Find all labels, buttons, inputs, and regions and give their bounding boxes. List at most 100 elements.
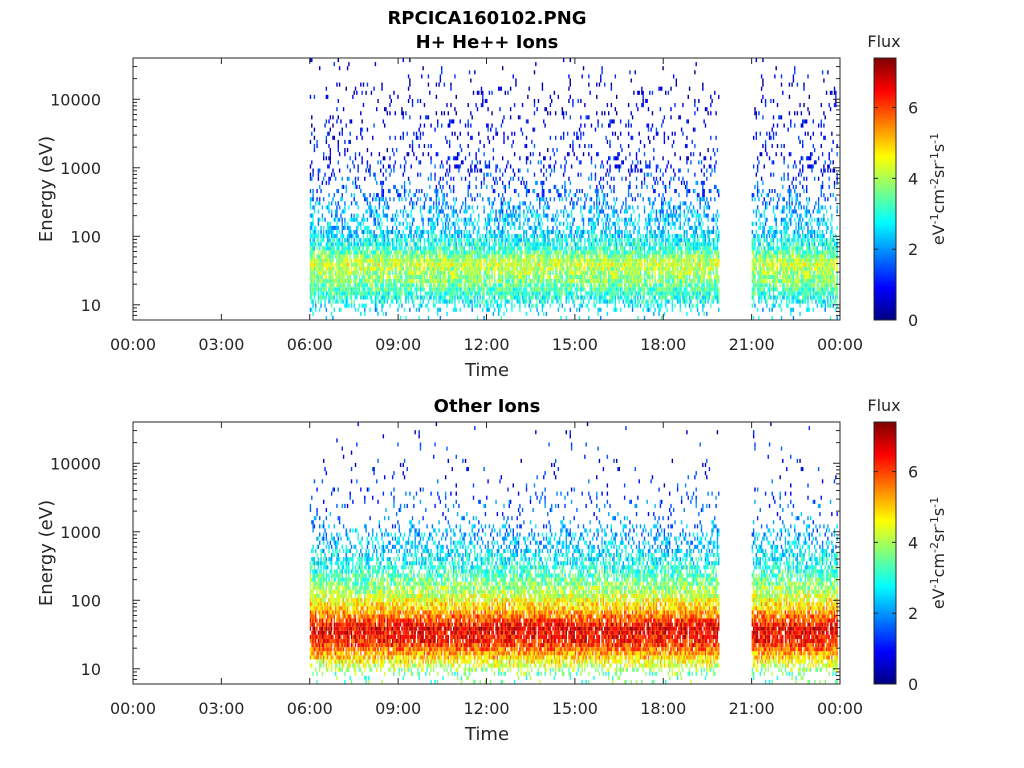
spectrogram-cell [608, 221, 610, 226]
spectrogram-cell [450, 258, 452, 263]
spectrogram-cell [459, 283, 461, 288]
spectrogram-cell [452, 205, 455, 210]
spectrogram-cell [484, 299, 487, 304]
spectrogram-cell [504, 90, 507, 95]
spectrogram-cell [600, 254, 602, 259]
spectrogram-cell [582, 258, 585, 263]
spectrogram-cell [431, 279, 434, 284]
spectrogram-cell [569, 189, 571, 194]
spectrogram-cell [425, 270, 427, 275]
spectrogram-cell [377, 258, 379, 263]
spectrogram-cell [516, 205, 518, 210]
spectrogram-cell [586, 303, 589, 308]
spectrogram-cell [415, 254, 418, 259]
spectrogram-cell [601, 279, 603, 284]
spectrogram-cell [342, 287, 345, 292]
spectrogram-cell [511, 262, 513, 267]
spectrogram-cell [320, 254, 322, 259]
spectrogram-cell [610, 225, 613, 230]
spectrogram-cell [364, 254, 366, 259]
spectrogram-cell [352, 287, 354, 292]
spectrogram-cell [460, 250, 463, 255]
spectrogram-cell [602, 266, 605, 271]
spectrogram-cell [525, 311, 528, 316]
spectrogram-cell [528, 270, 530, 275]
spectrogram-cell [553, 242, 556, 247]
spectrogram-cell [407, 193, 410, 198]
spectrogram-cell [539, 258, 541, 263]
spectrogram-cell [354, 217, 357, 222]
spectrogram-cell [345, 238, 347, 243]
spectrogram-cell [421, 287, 423, 292]
spectrogram-cell [450, 119, 452, 124]
spectrogram-cell [613, 119, 615, 124]
spectrogram-cell [344, 250, 346, 255]
spectrogram-cell [588, 209, 590, 214]
spectrogram-cell [611, 209, 614, 214]
spectrogram-cell [341, 262, 343, 267]
spectrogram-cell [446, 311, 448, 316]
spectrogram-cell [474, 242, 476, 247]
spectrogram-cell [386, 295, 389, 300]
spectrogram-cell [324, 303, 326, 308]
spectrogram-cell [569, 242, 571, 247]
spectrogram-cell [313, 135, 316, 140]
spectrogram-cell [570, 209, 573, 214]
spectrogram-cell [377, 238, 379, 243]
spectrogram-cell [540, 197, 542, 202]
spectrogram-cell [503, 135, 505, 140]
spectrogram-cell [610, 295, 613, 300]
spectrogram-cell [333, 217, 336, 222]
spectrogram-cell [362, 291, 365, 296]
spectrogram-cell [389, 303, 391, 308]
spectrogram-cell [486, 287, 488, 292]
spectrogram-cell [512, 238, 514, 243]
spectrogram-cell [513, 291, 516, 296]
spectrogram-cell [333, 279, 336, 284]
spectrogram-cell [467, 238, 469, 243]
spectrogram-cell [565, 234, 567, 239]
spectrogram-cell [519, 217, 521, 222]
spectrogram-cell [598, 283, 601, 288]
spectrogram-cell [533, 250, 536, 255]
spectrogram-cell [329, 176, 332, 181]
spectrogram-cell [311, 131, 313, 136]
spectrogram-cell [535, 217, 537, 222]
spectrogram-cell [454, 270, 456, 275]
spectrogram-cell [349, 258, 351, 263]
spectrogram-cell [459, 287, 461, 292]
spectrogram-cell [557, 189, 560, 194]
spectrogram-cell [569, 279, 571, 284]
spectrogram-cell [556, 217, 558, 222]
spectrogram-cell [387, 291, 390, 296]
spectrogram-cell [590, 156, 593, 161]
spectrogram-cell [476, 254, 479, 259]
spectrogram-cell [565, 189, 567, 194]
spectrogram-cell [584, 205, 586, 210]
spectrogram-cell [357, 213, 359, 218]
spectrogram-cell [438, 254, 440, 259]
spectrogram-cell [478, 90, 480, 95]
spectrogram-cell [386, 287, 389, 292]
spectrogram-cell [532, 291, 534, 296]
spectrogram-cell [531, 213, 533, 218]
spectrogram-cell [474, 238, 476, 243]
spectrogram-cell [504, 221, 507, 226]
spectrogram-cell [437, 217, 439, 222]
spectrogram-cell [455, 287, 457, 292]
spectrogram-cell [570, 197, 573, 202]
spectrogram-cell [326, 164, 329, 169]
spectrogram-cell [568, 176, 570, 181]
spectrogram-cell [317, 258, 320, 263]
spectrogram-cell [501, 266, 504, 271]
spectrogram-cell [376, 283, 378, 288]
spectrogram-cell [345, 287, 347, 292]
spectrogram-cell [578, 160, 581, 165]
spectrogram-cell [460, 258, 463, 263]
spectrogram-cell [516, 242, 518, 247]
spectrogram-cell [332, 287, 334, 292]
spectrogram-cell [467, 119, 469, 124]
spectrogram-cell [354, 156, 357, 161]
spectrogram-cell [382, 270, 385, 275]
spectrogram-cell [490, 303, 492, 308]
